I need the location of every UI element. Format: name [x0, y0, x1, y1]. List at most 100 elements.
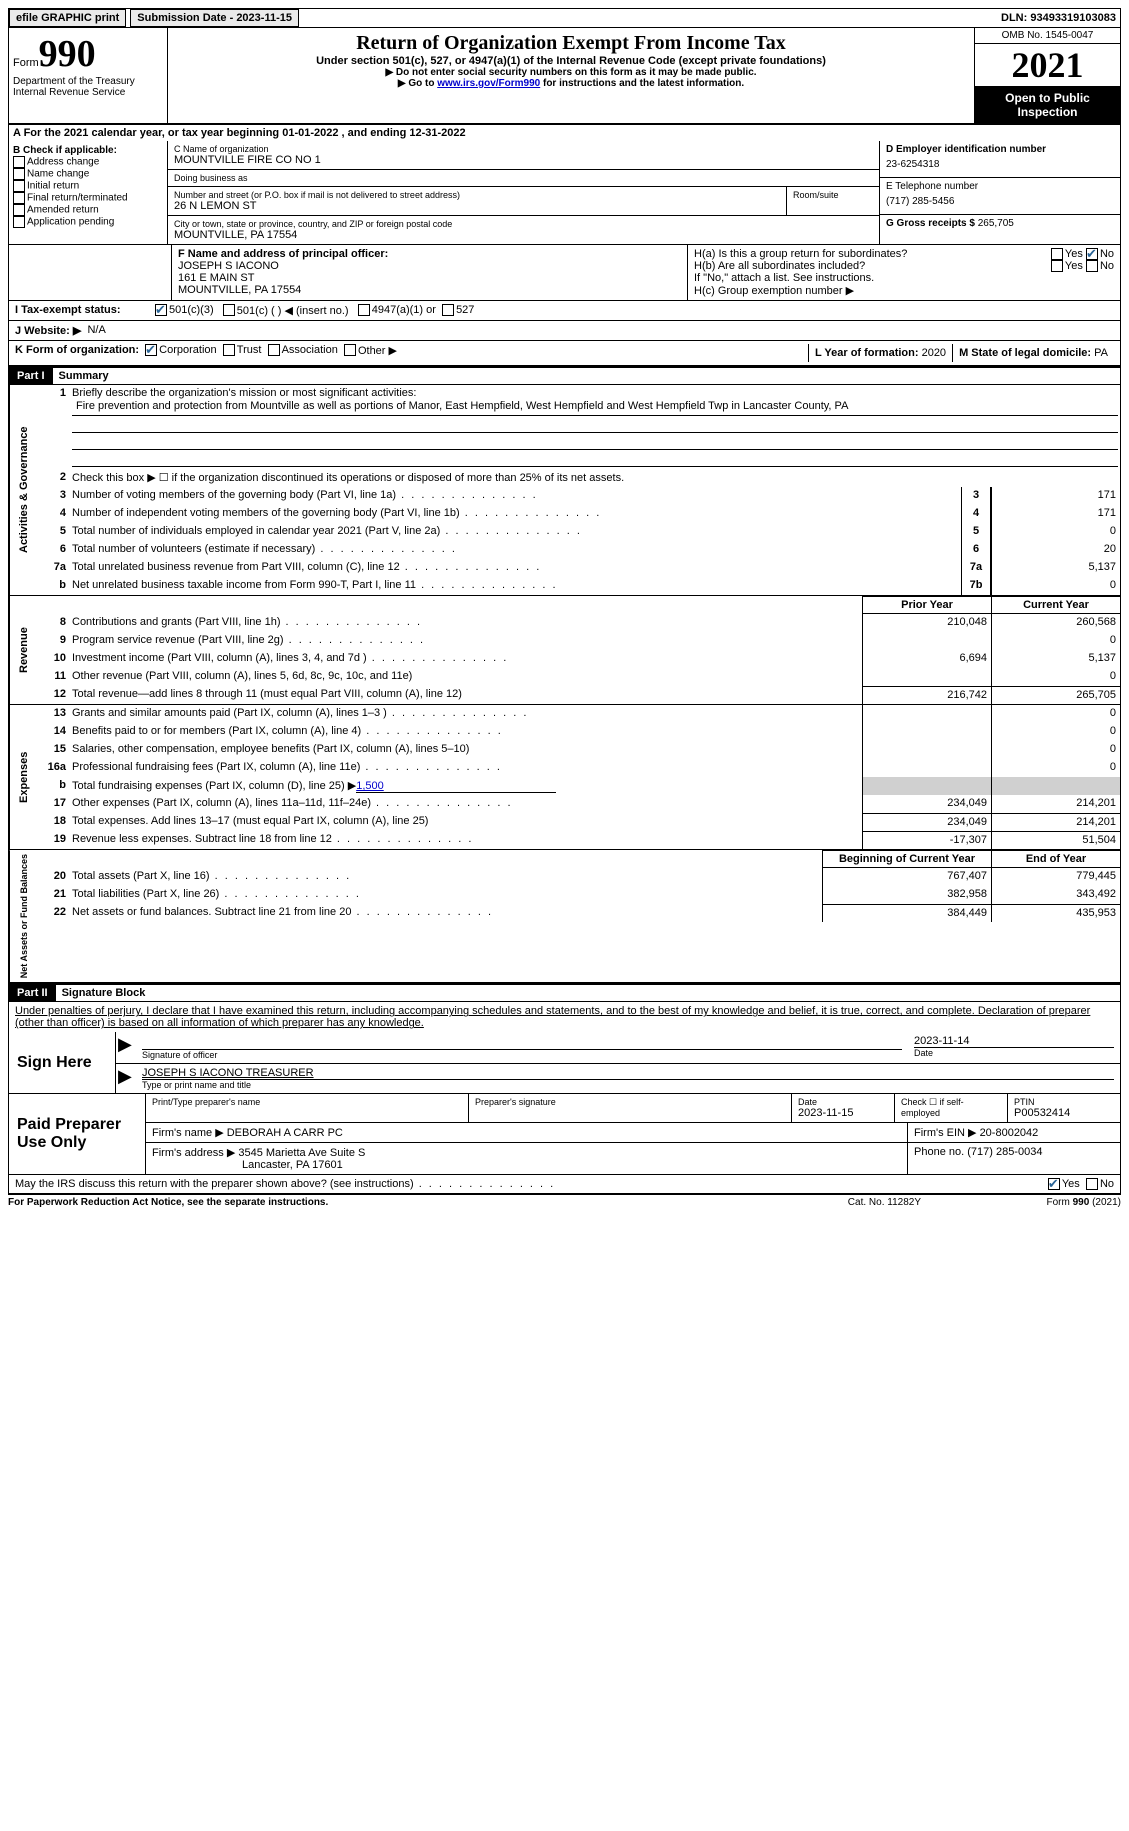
- page-footer: For Paperwork Reduction Act Notice, see …: [8, 1194, 1121, 1208]
- chk-501c[interactable]: [223, 304, 235, 316]
- ln12-p: 216,742: [862, 686, 991, 704]
- ln5-box: 5: [961, 523, 991, 541]
- chk-discuss-yes[interactable]: [1048, 1178, 1060, 1190]
- ln13-num: 13: [38, 705, 70, 723]
- ln19-c: 51,504: [991, 831, 1120, 849]
- ln14-num: 14: [38, 723, 70, 741]
- ln16b-num: b: [38, 777, 70, 795]
- col-de: D Employer identification number 23-6254…: [879, 141, 1120, 244]
- hdr-end: End of Year: [991, 850, 1120, 868]
- submission-date-button[interactable]: Submission Date - 2023-11-15: [130, 9, 299, 27]
- ln15-text: Salaries, other compensation, employee b…: [70, 741, 862, 759]
- chk-527[interactable]: [442, 304, 454, 316]
- row-a-begin: 01-01-2022: [282, 127, 338, 139]
- firm-ein: 20-8002042: [980, 1127, 1039, 1139]
- sig-officer-label: Signature of officer: [142, 1049, 902, 1060]
- ln20-p: 767,407: [822, 868, 991, 886]
- chk-ha-no[interactable]: [1086, 248, 1098, 260]
- irs-link[interactable]: www.irs.gov/Form990: [437, 78, 540, 89]
- ln9-p: [862, 632, 991, 650]
- open-public-label: Open to Public Inspection: [975, 87, 1120, 123]
- chk-ha-yes[interactable]: [1051, 248, 1063, 260]
- tax-year: 2021: [975, 44, 1120, 87]
- ln20-c: 779,445: [991, 868, 1120, 886]
- chk-final-return[interactable]: [13, 192, 25, 204]
- officer-sig-name[interactable]: JOSEPH S IACONO TREASURER: [142, 1067, 314, 1079]
- ln16b-text: Total fundraising expenses (Part IX, col…: [72, 780, 356, 792]
- ln11-p: [862, 668, 991, 686]
- chk-name-change[interactable]: [13, 168, 25, 180]
- chk-hb-yes[interactable]: [1051, 260, 1063, 272]
- ln9-c: 0: [991, 632, 1120, 650]
- side-netassets: Net Assets or Fund Balances: [9, 850, 38, 982]
- ln7b-box: 7b: [961, 577, 991, 595]
- firm-addr1: 3545 Marietta Ave Suite S: [238, 1147, 365, 1159]
- part2-badge: Part II: [9, 985, 56, 1001]
- ln2-text: Check this box ▶ ☐ if the organization d…: [70, 469, 1120, 487]
- ln16b-val[interactable]: 1,500: [356, 780, 384, 792]
- ln4-text: Number of independent voting members of …: [70, 505, 961, 523]
- ln12-c: 265,705: [991, 686, 1120, 704]
- firm-addr2: Lancaster, PA 17601: [152, 1159, 901, 1171]
- lbl-initial-return: Initial return: [27, 181, 79, 192]
- chk-hb-no[interactable]: [1086, 260, 1098, 272]
- part2-title: Signature Block: [56, 985, 152, 1001]
- ha-label: H(a) Is this a group return for subordin…: [694, 248, 1051, 260]
- ln7b-text: Net unrelated business taxable income fr…: [70, 577, 961, 595]
- chk-address-change[interactable]: [13, 156, 25, 168]
- declaration-text[interactable]: Under penalties of perjury, I declare th…: [15, 1005, 1090, 1029]
- lbl-no2: No: [1100, 260, 1114, 272]
- chk-pending[interactable]: [13, 216, 25, 228]
- phone-label: E Telephone number: [886, 181, 1114, 192]
- declaration: Under penalties of perjury, I declare th…: [8, 1002, 1121, 1032]
- ln8-text: Contributions and grants (Part VIII, lin…: [70, 614, 862, 632]
- ssn-note: ▶ Do not enter social security numbers o…: [172, 67, 970, 78]
- ln22-text: Net assets or fund balances. Subtract li…: [70, 904, 822, 922]
- efile-button[interactable]: efile GRAPHIC print: [9, 9, 126, 27]
- section-expenses: Expenses 13Grants and similar amounts pa…: [8, 705, 1121, 850]
- ln20-text: Total assets (Part X, line 16): [70, 868, 822, 886]
- chk-amended[interactable]: [13, 204, 25, 216]
- prep-phone: (717) 285-0034: [967, 1146, 1042, 1158]
- m-label: M State of legal domicile:: [959, 347, 1094, 359]
- ln7a-num: 7a: [38, 559, 70, 577]
- part1-title: Summary: [53, 368, 115, 384]
- irs-label: Internal Revenue Service: [13, 87, 163, 98]
- ln15-c: 0: [991, 741, 1120, 759]
- goto-suffix: for instructions and the latest informat…: [540, 78, 744, 89]
- chk-initial-return[interactable]: [13, 180, 25, 192]
- officer-name: JOSEPH S IACONO: [178, 260, 681, 272]
- chk-4947[interactable]: [358, 304, 370, 316]
- l-value: 2020: [922, 347, 946, 359]
- firm-name-label: Firm's name ▶: [152, 1127, 227, 1139]
- hc-label: H(c) Group exemption number ▶: [694, 284, 1114, 297]
- section-revenue: Revenue Prior Year Current Year 8Contrib…: [8, 596, 1121, 705]
- ln3-box: 3: [961, 487, 991, 505]
- chk-assoc[interactable]: [268, 344, 280, 356]
- dba-label: Doing business as: [174, 173, 873, 183]
- ln6-num: 6: [38, 541, 70, 559]
- ln5-text: Total number of individuals employed in …: [70, 523, 961, 541]
- k-label: K Form of organization:: [15, 344, 139, 362]
- chk-discuss-no[interactable]: [1086, 1178, 1098, 1190]
- lbl-corp: Corporation: [159, 344, 216, 362]
- prep-date-label: Date: [798, 1097, 888, 1107]
- ln15-p: [862, 741, 991, 759]
- preparer-section: Paid Preparer Use Only Print/Type prepar…: [8, 1094, 1121, 1175]
- m-value: PA: [1094, 347, 1108, 359]
- prep-phone-label: Phone no.: [914, 1146, 967, 1158]
- ptin-value: P00532414: [1014, 1107, 1114, 1119]
- lbl-4947: 4947(a)(1) or: [372, 304, 436, 317]
- ln18-c: 214,201: [991, 813, 1120, 831]
- tax-year-row: A For the 2021 calendar year, or tax yea…: [8, 125, 1121, 141]
- ln14-p: [862, 723, 991, 741]
- chk-501c3[interactable]: [155, 304, 167, 316]
- sig-name-label: Type or print name and title: [142, 1079, 1114, 1090]
- chk-corp[interactable]: [145, 344, 157, 356]
- chk-trust[interactable]: [223, 344, 235, 356]
- row-a-end: 12-31-2022: [409, 127, 465, 139]
- prep-date: 2023-11-15: [798, 1107, 888, 1119]
- ln20-num: 20: [38, 868, 70, 886]
- discuss-text: May the IRS discuss this return with the…: [15, 1178, 1048, 1190]
- chk-other[interactable]: [344, 344, 356, 356]
